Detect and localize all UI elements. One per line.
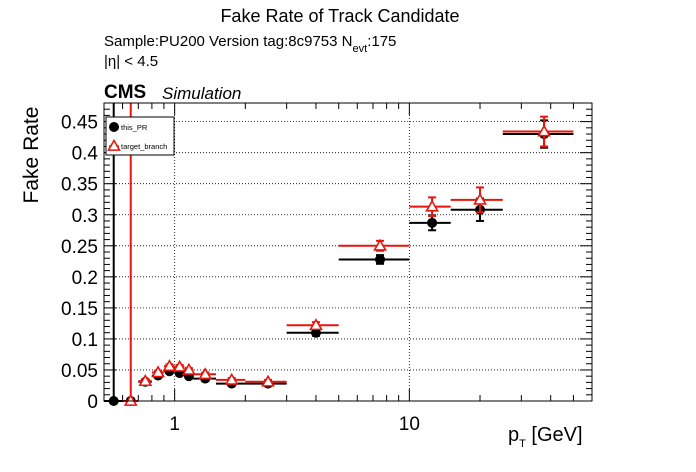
data-point: [409, 214, 451, 232]
data-marker: [224, 372, 239, 385]
y-tick-label: 0.3: [72, 206, 98, 227]
data-point: [286, 327, 339, 338]
y-axis-label: Fake Rate: [20, 106, 43, 204]
legend-marker: [107, 138, 121, 151]
chart-title: Fake Rate of Track Candidate: [220, 6, 460, 26]
x-tick-label: 10: [399, 414, 420, 435]
eta-cut: |η| < 4.5: [104, 53, 159, 70]
data-point: [338, 254, 410, 265]
data-series: [104, 103, 574, 406]
axis-ticks: 1 10 0 0.05 0.1 0.15 0.2 0.25 0.3 0.35 0.4 0.45: [61, 102, 593, 435]
cms-label: CMS: [104, 82, 147, 103]
plot-frame: [103, 102, 593, 402]
data-point: [450, 186, 503, 214]
data-point: [245, 374, 287, 387]
sample-info: Sample:PU200 Version tag:8c9753 Nevt:175: [104, 33, 397, 55]
y-tick-label: 0.35: [61, 175, 98, 196]
legend-entry-this_PR: this_PR: [121, 123, 148, 132]
data-point: [338, 238, 410, 252]
data-marker: [138, 374, 153, 387]
data-point: [172, 359, 187, 372]
legend: this_PR target_branch: [105, 116, 175, 156]
y-tick-label: 0: [87, 392, 98, 413]
x-axis-label: pT [GeV]: [508, 424, 583, 450]
x-axis-label-subscript: T: [519, 438, 526, 450]
sample-info-text: Sample:PU200 Version tag:8c9753 N: [104, 33, 353, 50]
data-marker: [182, 362, 196, 375]
data-marker: [123, 393, 138, 406]
y-tick-label: 0.45: [61, 113, 98, 134]
y-tick-label: 0.2: [72, 268, 98, 289]
data-marker: [537, 124, 551, 137]
sample-info-count: :175: [367, 33, 397, 50]
y-tick-label: 0.05: [61, 361, 98, 382]
data-marker: [151, 365, 165, 378]
data-point: [182, 362, 196, 375]
grid-lines: [104, 103, 592, 401]
legend-marker: [109, 122, 119, 132]
data-point: [151, 365, 165, 378]
data-marker: [309, 318, 323, 331]
x-axis-label-unit: [GeV]: [525, 424, 583, 446]
data-marker: [373, 238, 387, 251]
data-point: [162, 359, 177, 372]
data-point: [138, 374, 153, 387]
data-marker: [375, 254, 386, 265]
data-point: [502, 115, 574, 148]
series-target_branch: [122, 103, 574, 406]
simulation-label: Simulation: [162, 84, 242, 103]
x-tick-label: 1: [169, 414, 180, 435]
data-marker: [425, 199, 439, 212]
data-point: [409, 196, 451, 217]
x-axis-label-p: p: [508, 424, 520, 446]
data-marker: [162, 359, 177, 372]
sample-info-subscript: evt: [352, 43, 368, 55]
data-point: [193, 367, 216, 380]
data-point: [286, 318, 339, 331]
y-tick-label: 0.4: [72, 144, 99, 165]
y-tick-label: 0.1: [72, 330, 98, 351]
y-tick-label: 0.15: [61, 299, 98, 320]
data-point: [502, 119, 574, 149]
data-marker: [172, 359, 187, 372]
data-marker: [427, 217, 438, 228]
data-marker: [261, 374, 275, 387]
data-marker: [473, 192, 487, 205]
data-marker: [198, 367, 213, 380]
data-point: [215, 372, 246, 385]
y-tick-label: 0.25: [61, 237, 98, 258]
legend-entry-target_branch: target_branch: [121, 142, 167, 151]
